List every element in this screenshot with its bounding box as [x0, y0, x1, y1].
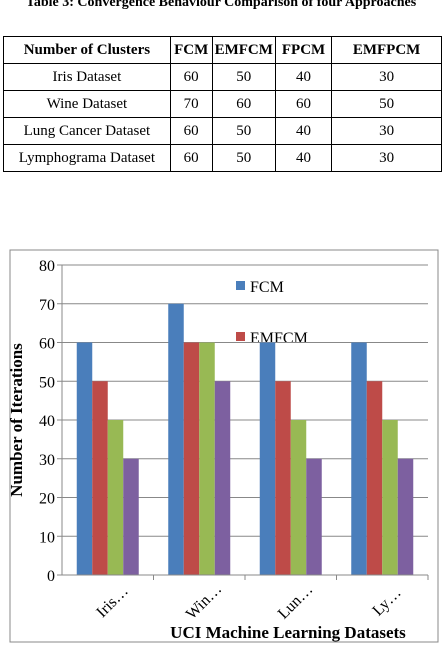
header-row: Number of Clusters FCM EMFCM FPCM EMFPCM	[3, 36, 442, 64]
y-tick-label: 80	[39, 258, 55, 275]
bar	[107, 420, 124, 575]
cell: 50	[211, 63, 276, 91]
cell: 40	[274, 144, 333, 172]
header-cell: EMFPCM	[331, 36, 442, 64]
table-title: Table 3: Convergence Behaviour Compariso…	[25, 0, 417, 10]
bar	[290, 420, 307, 575]
y-tick-label: 20	[39, 491, 55, 508]
y-tick-label: 40	[39, 413, 55, 430]
legend-swatch	[236, 281, 245, 290]
cell: 60	[169, 63, 213, 91]
legend-label: EMFCM	[250, 330, 308, 347]
y-tick-label: 60	[39, 336, 55, 353]
chart-frame	[9, 249, 439, 643]
bar	[168, 303, 184, 575]
cell: Iris Dataset	[3, 63, 171, 91]
header-cell: EMFCM	[211, 36, 276, 64]
cell: 60	[211, 90, 276, 118]
cell: 30	[331, 144, 442, 172]
bar	[382, 420, 398, 575]
row: Wine Dataset 70 60 60 50	[3, 90, 442, 118]
bar	[199, 342, 215, 575]
header-cell: Number of Clusters	[3, 36, 171, 64]
y-tick-label: 10	[39, 529, 55, 546]
y-axis-label: Number of Iterations	[7, 343, 26, 497]
bar	[76, 342, 93, 575]
x-tick-label: Lun…	[275, 581, 317, 623]
header-cell: FCM	[169, 36, 213, 64]
x-tick-label: Ly…	[369, 584, 404, 619]
bar	[214, 381, 231, 575]
cell: 40	[274, 117, 333, 145]
bar	[183, 342, 200, 575]
cell: 60	[169, 117, 213, 145]
row: Lymphograma Dataset 60 50 40 30	[3, 144, 442, 172]
cell: Lung Cancer Dataset	[3, 117, 171, 145]
legend-label: FCM	[250, 279, 284, 296]
y-tick-label: 50	[39, 374, 55, 391]
bar	[366, 381, 383, 575]
y-tick-label: 0	[47, 568, 55, 585]
row: Iris Dataset 60 50 40 30	[3, 63, 442, 91]
header-cell: FPCM	[274, 36, 333, 64]
x-axis-label: UCI Machine Learning Datasets	[170, 623, 406, 642]
cell: Lymphograma Dataset	[3, 144, 171, 172]
bar	[275, 381, 291, 575]
cell: 50	[211, 144, 276, 172]
table: Number of Clusters FCM EMFCM FPCM EMFPCM Iris…	[3, 36, 442, 172]
bar	[92, 381, 108, 575]
bar	[306, 458, 322, 575]
x-tick-label: Iris…	[93, 583, 131, 621]
cell: 50	[331, 90, 442, 118]
bar	[259, 342, 276, 575]
y-tick-label: 30	[39, 452, 55, 469]
bar	[397, 458, 414, 575]
x-tick-label: Win…	[183, 581, 225, 623]
cell: 40	[274, 63, 333, 91]
cell: 70	[169, 90, 213, 118]
legend-swatch	[236, 383, 245, 392]
legend-swatch	[236, 332, 245, 341]
bar	[123, 458, 139, 575]
cell: 30	[331, 63, 442, 91]
bar	[351, 342, 367, 575]
y-tick-label: 70	[39, 297, 55, 314]
legend-swatch	[236, 434, 245, 443]
